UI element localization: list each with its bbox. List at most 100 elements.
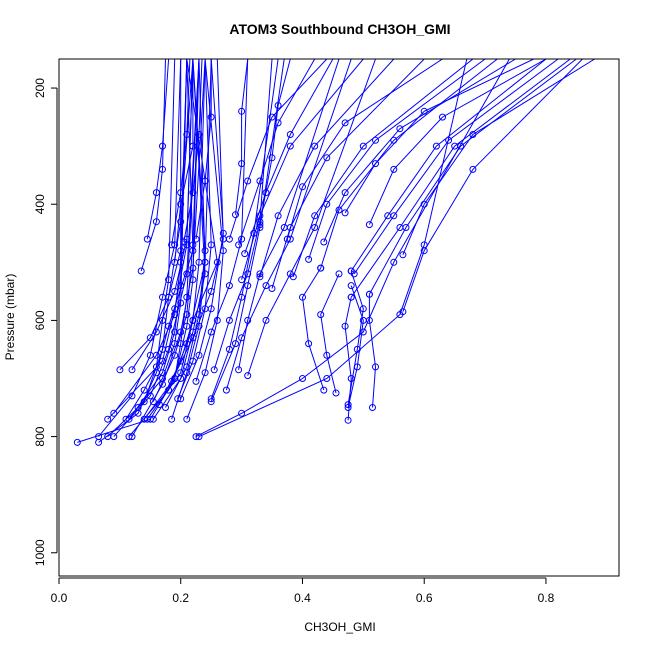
data-point-57-2 xyxy=(390,212,398,220)
series-line-20 xyxy=(165,59,206,408)
data-point-17-4 xyxy=(177,299,185,307)
data-point-29-3 xyxy=(244,270,252,278)
data-point-14-2 xyxy=(177,375,185,382)
data-point-40-1 xyxy=(192,235,200,243)
series-line-61 xyxy=(402,59,595,255)
x-tick-label: 0.2 xyxy=(172,591,189,605)
data-point-20-1 xyxy=(162,404,169,411)
data-point-66-3 xyxy=(359,305,367,313)
data-point-34-3 xyxy=(299,375,306,382)
series-line-34 xyxy=(195,59,510,438)
series-line-56 xyxy=(350,59,547,272)
data-point-27-3 xyxy=(207,287,215,295)
data-point-62-1 xyxy=(320,386,328,394)
data-point-24-2 xyxy=(232,340,239,348)
data-point-23-1 xyxy=(207,395,215,403)
series-line-44 xyxy=(244,59,334,254)
data-point-29-2 xyxy=(225,316,233,324)
data-point-40-2 xyxy=(201,177,209,185)
data-point-53-3 xyxy=(396,125,404,133)
data-point-21-2 xyxy=(189,357,197,365)
data-point-51-2 xyxy=(323,200,331,208)
data-point-47-1 xyxy=(256,273,264,281)
series-line-28 xyxy=(195,59,249,382)
y-tick-label: 600 xyxy=(33,310,47,330)
data-point-43-1 xyxy=(235,241,243,249)
series-line-19 xyxy=(158,59,218,405)
data-point-10-3 xyxy=(152,363,160,371)
data-point-20-4 xyxy=(201,247,209,255)
chart-title: ATOM3 Southbound CH3OH_GMI xyxy=(229,21,450,37)
data-point-11-3 xyxy=(171,328,179,336)
data-point-39-2 xyxy=(189,189,197,197)
data-point-19-3 xyxy=(189,316,197,324)
data-point-38-2 xyxy=(177,200,185,208)
data-point-62-2 xyxy=(305,340,313,348)
data-point-62-4 xyxy=(317,264,325,272)
data-point-66-2 xyxy=(353,345,361,353)
data-point-34-1 xyxy=(192,433,200,441)
series-line-14 xyxy=(152,59,206,420)
data-point-50-2 xyxy=(311,212,319,220)
data-point-43-2 xyxy=(256,177,264,185)
data-point-42-2 xyxy=(268,154,276,162)
series-line-53 xyxy=(323,59,516,243)
data-point-16-1 xyxy=(183,415,191,423)
series-line-43 xyxy=(238,59,316,246)
data-point-19-1 xyxy=(155,401,163,409)
series-line-25 xyxy=(119,59,188,371)
series-layer xyxy=(73,59,595,446)
data-point-44-3 xyxy=(286,131,294,138)
series-line-63 xyxy=(320,273,340,394)
data-point-36-1 xyxy=(143,235,151,243)
data-point-66-4 xyxy=(347,267,355,275)
data-point-64-4 xyxy=(347,293,355,301)
data-point-28-3 xyxy=(225,282,233,290)
data-point-40-3 xyxy=(207,113,215,121)
y-tick-label: 800 xyxy=(33,426,47,446)
data-point-63-4 xyxy=(335,270,343,278)
data-point-35-2 xyxy=(152,218,160,226)
x-axis-label: CH3OH_GMI xyxy=(304,620,375,634)
data-point-66-1 xyxy=(344,401,352,409)
data-point-50-1 xyxy=(289,273,297,281)
series-line-52 xyxy=(320,59,498,269)
data-point-29-1 xyxy=(210,366,218,374)
data-point-23-2 xyxy=(225,345,233,353)
data-point-18-3 xyxy=(183,311,191,319)
series-line-59 xyxy=(368,59,577,295)
data-point-46-2 xyxy=(256,212,264,220)
data-point-63-2 xyxy=(323,351,331,359)
series-line-51 xyxy=(308,59,486,260)
data-point-49-2 xyxy=(299,183,306,191)
series-line-24 xyxy=(210,59,285,402)
data-point-32-2 xyxy=(262,316,270,324)
data-point-41-1 xyxy=(232,211,239,219)
data-point-15-4 xyxy=(201,258,209,266)
data-point-45-2 xyxy=(244,177,252,185)
data-point-25-1 xyxy=(116,366,124,374)
x-axis: 0.0 0.2 0.4 0.6 0.8 xyxy=(51,577,555,605)
data-point-36-2 xyxy=(152,189,160,197)
data-point-67-3 xyxy=(365,316,373,324)
data-point-31-1 xyxy=(222,386,230,394)
data-point-17-1 xyxy=(134,404,142,411)
series-line-48 xyxy=(271,59,425,289)
data-point-9-2 xyxy=(152,351,160,359)
series-line-66 xyxy=(347,270,364,405)
data-point-61-2 xyxy=(420,200,428,208)
series-line-50 xyxy=(292,59,474,277)
series-line-21 xyxy=(177,59,212,399)
data-point-32-4 xyxy=(311,224,319,231)
data-point-57-3 xyxy=(445,136,453,144)
data-point-30-1 xyxy=(235,366,243,374)
data-point-20-2 xyxy=(183,363,191,371)
data-point-38-1 xyxy=(171,258,179,266)
data-point-22-1 xyxy=(177,395,185,403)
data-point-18-2 xyxy=(171,351,179,359)
series-line-32 xyxy=(247,59,376,376)
data-point-44-2 xyxy=(262,189,270,197)
series-line-7 xyxy=(131,59,206,437)
x-tick-label: 0.4 xyxy=(294,591,311,605)
